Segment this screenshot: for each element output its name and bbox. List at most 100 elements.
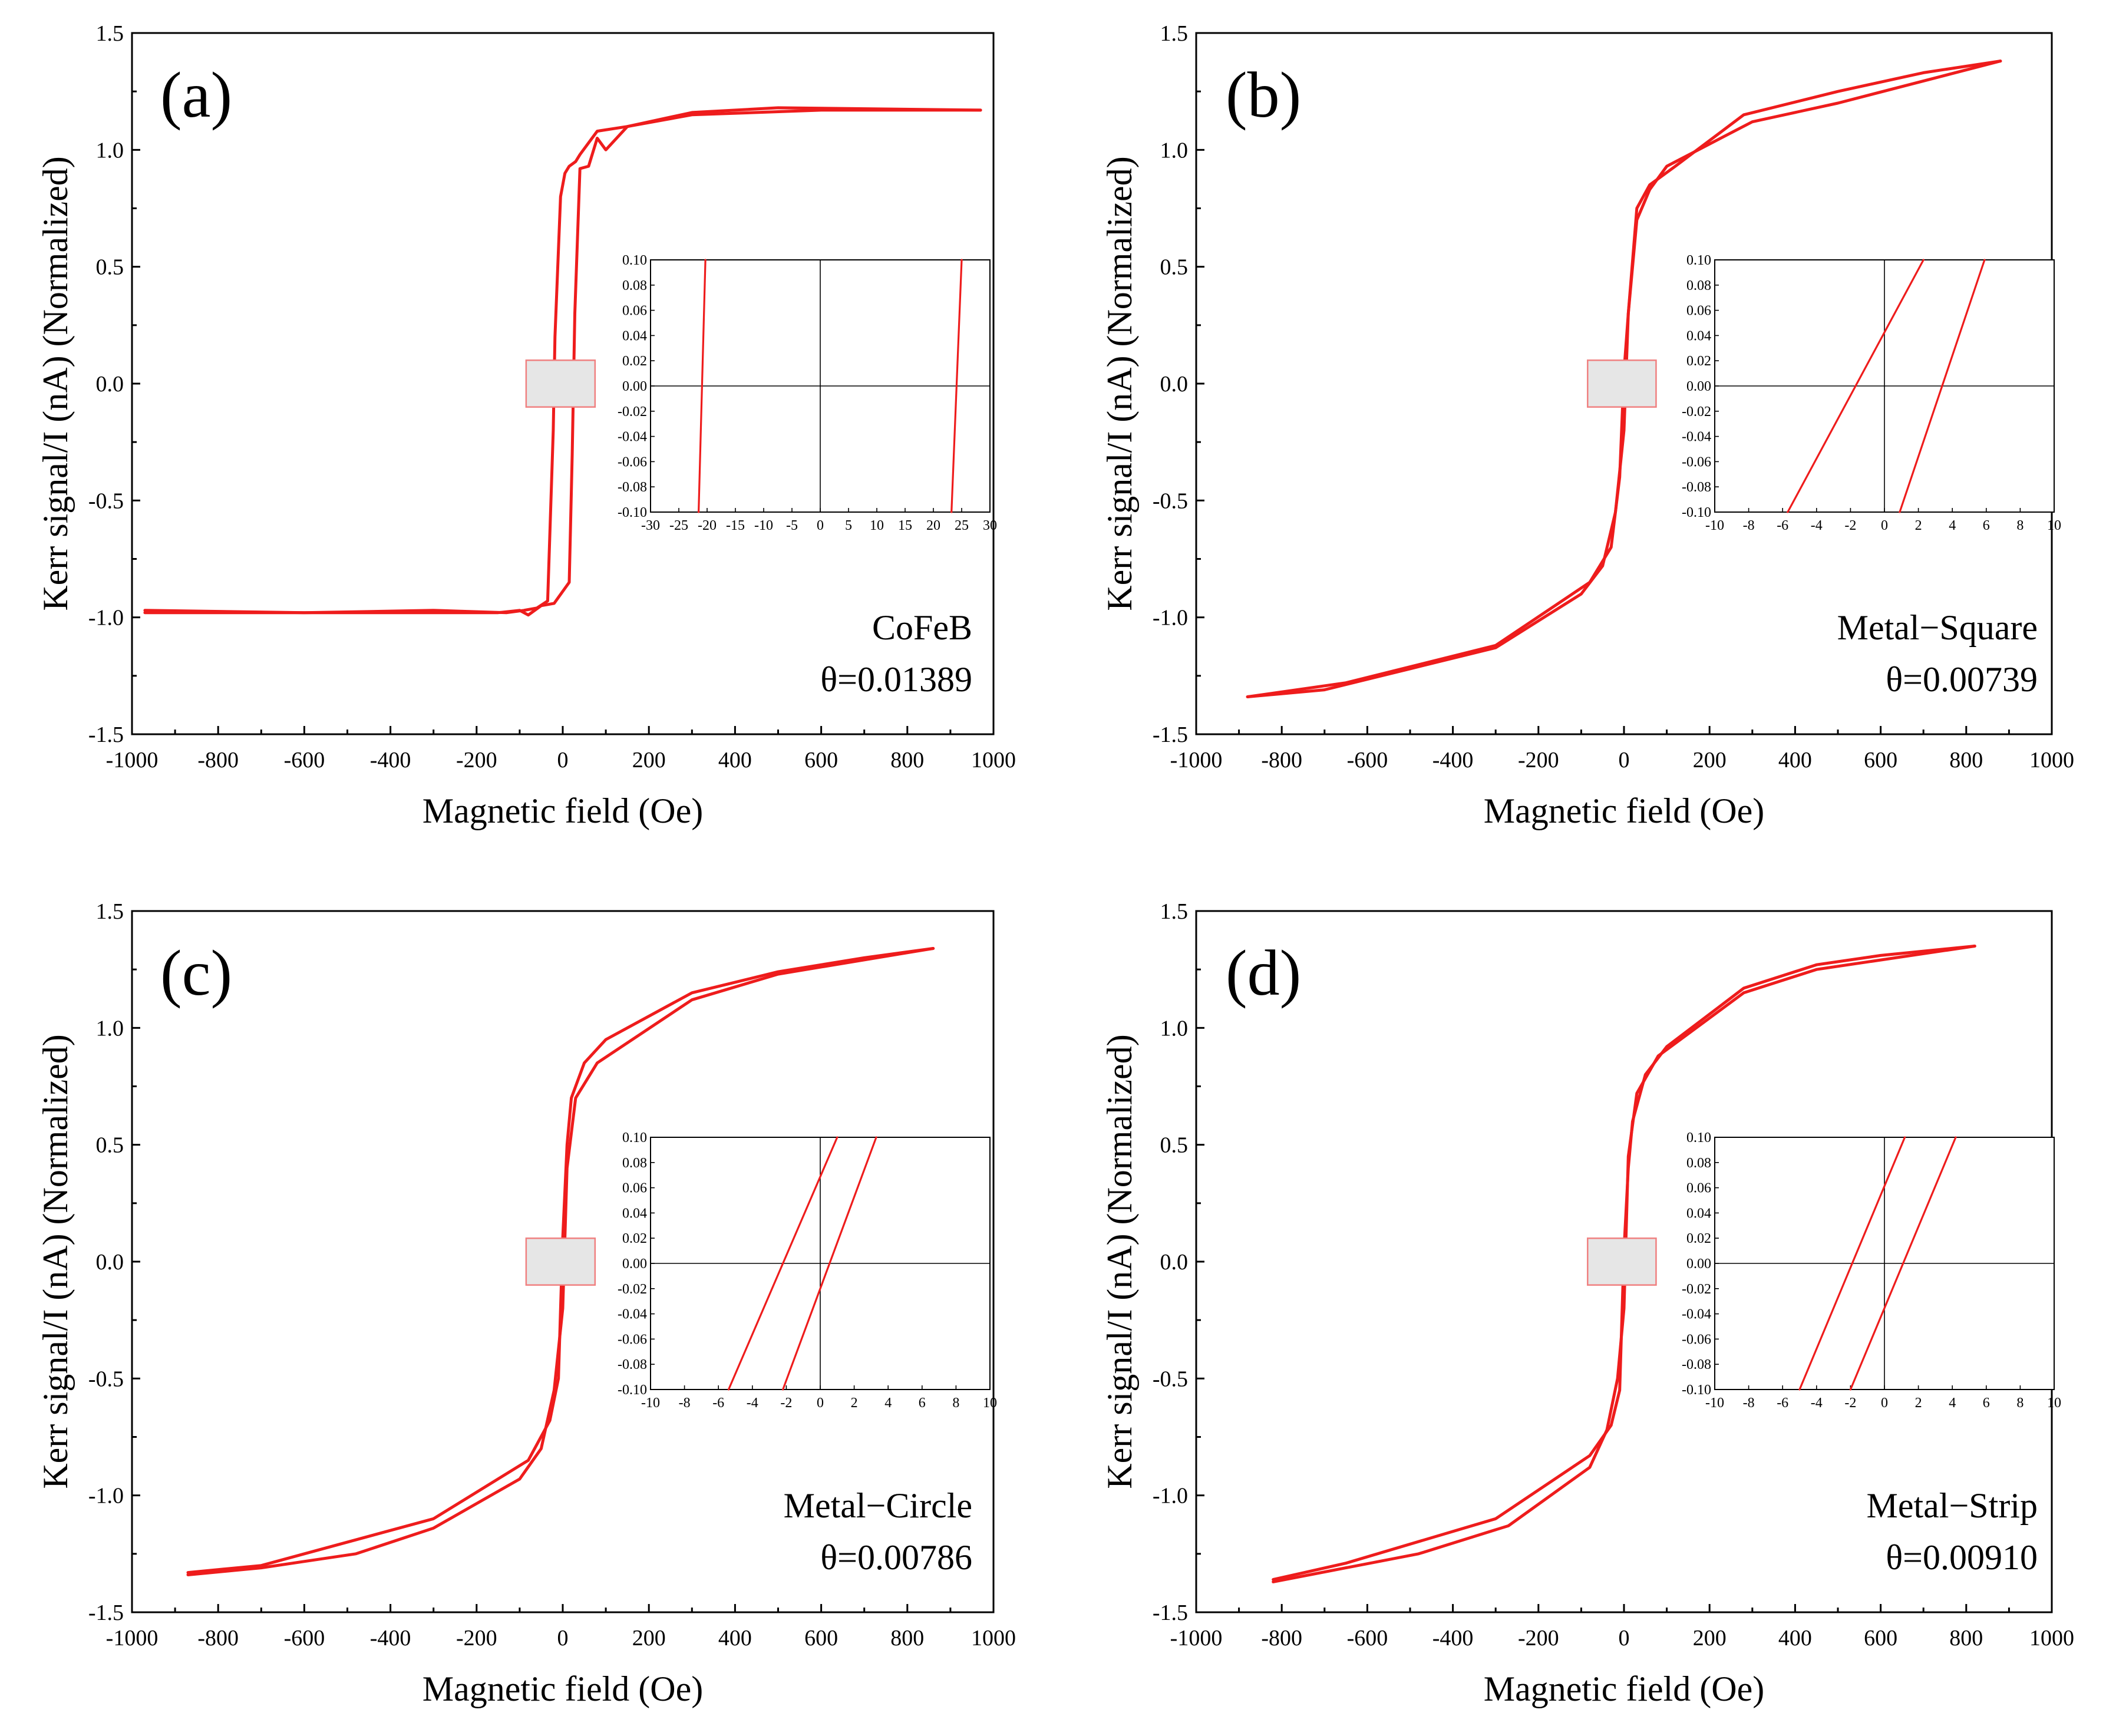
x-tick-label: 600	[804, 748, 838, 773]
y-tick-label: -1.0	[88, 606, 124, 631]
x-tick-label: 1000	[971, 748, 1016, 773]
inset-branch-line	[1899, 259, 1986, 513]
x-tick-label: -800	[1261, 748, 1302, 773]
y-tick-label: -1.0	[88, 1484, 124, 1509]
inset-y-tick-label: 0.06	[622, 1181, 647, 1196]
inset-y-tick-label: 0.06	[1686, 1181, 1711, 1196]
inset-x-tick-label: 25	[955, 518, 969, 533]
y-tick-label: 0.5	[1160, 255, 1189, 280]
inset-x-tick-label: 15	[898, 518, 912, 533]
hysteresis-branch	[186, 947, 935, 1575]
inset-x-tick-label: -20	[698, 518, 717, 533]
inset-x-tick-label: -6	[1777, 1395, 1788, 1411]
x-tick-label: -800	[197, 748, 239, 773]
inset-x-tick-label: -8	[679, 1395, 691, 1411]
x-tick-label: -400	[370, 1626, 411, 1651]
y-tick-label: 1.0	[96, 1016, 124, 1041]
inset-y-tick-label: 0.04	[622, 1206, 647, 1221]
inset-y-tick-label: -0.10	[1682, 1382, 1711, 1398]
y-tick-label: -1.0	[1153, 606, 1188, 631]
y-tick-label: 0.5	[96, 1133, 124, 1158]
x-tick-label: -200	[1518, 748, 1559, 773]
x-tick-label: -600	[284, 748, 325, 773]
sample-name: CoFeB	[872, 608, 972, 647]
inset-y-tick-label: 0.06	[1686, 303, 1711, 319]
inset-y-tick-label: 0.00	[622, 379, 647, 394]
inset-y-tick-label: -0.04	[618, 430, 647, 445]
inset-y-tick-label: -0.06	[1682, 454, 1711, 470]
sample-name: Metal−Square	[1837, 608, 2038, 647]
panel-label: (b)	[1226, 59, 1301, 131]
y-tick-label: 1.5	[1160, 21, 1189, 46]
x-tick-label: 800	[890, 748, 924, 773]
inset-x-tick-label: -10	[641, 1395, 660, 1411]
x-axis-label: Magnetic field (Oe)	[1484, 1669, 1764, 1708]
x-tick-label: -1000	[1170, 748, 1223, 773]
inset-x-tick-label: -15	[726, 518, 745, 533]
inset-x-tick-label: -6	[712, 1395, 724, 1411]
y-tick-label: -1.5	[1153, 1600, 1188, 1625]
theta-value: θ=0.00786	[820, 1538, 972, 1577]
inset-x-tick-label: 0	[817, 1395, 824, 1411]
y-tick-label: -0.5	[88, 489, 124, 513]
inset-x-tick-label: 6	[919, 1395, 926, 1411]
x-tick-label: 1000	[2029, 1626, 2074, 1651]
y-tick-label: 1.0	[1160, 1016, 1189, 1041]
inset-x-tick-label: -10	[1705, 518, 1724, 533]
inset-y-tick-label: 0.08	[622, 1156, 647, 1171]
x-tick-label: 400	[718, 748, 752, 773]
inset-y-tick-label: 0.00	[622, 1256, 647, 1272]
y-tick-label: -0.5	[1153, 1367, 1188, 1391]
y-tick-label: 0.5	[96, 255, 124, 280]
x-tick-label: -200	[456, 1626, 497, 1651]
y-tick-label: 1.5	[96, 21, 124, 46]
x-tick-label: 200	[1693, 1626, 1727, 1651]
x-tick-label: -400	[1432, 1626, 1474, 1651]
x-tick-label: -800	[197, 1626, 239, 1651]
inset-x-tick-label: -6	[1777, 518, 1788, 533]
inset-y-tick-label: -0.08	[618, 1357, 647, 1372]
inset-y-tick-label: 0.10	[1686, 1130, 1711, 1146]
x-tick-label: -200	[1518, 1626, 1559, 1651]
inset-y-tick-label: 0.02	[622, 354, 647, 369]
inset-y-tick-label: 0.10	[622, 1130, 647, 1146]
hysteresis-branch	[1272, 945, 1976, 1583]
inset-x-tick-label: 0	[1881, 1395, 1888, 1411]
inset-y-tick-label: 0.08	[1686, 278, 1711, 293]
inset-branch-line	[1798, 1136, 1906, 1391]
x-tick-label: 800	[1949, 748, 1983, 773]
inset-y-tick-label: -0.06	[1682, 1332, 1711, 1347]
inset-x-tick-label: 6	[1983, 1395, 1990, 1411]
inset-y-tick-label: -0.08	[618, 480, 647, 495]
inset-y-tick-label: 0.10	[1686, 253, 1711, 268]
inset-x-tick-label: -8	[1743, 518, 1755, 533]
y-tick-label: -1.5	[1153, 722, 1188, 747]
inset-x-tick-label: 8	[2016, 518, 2024, 533]
y-axis-label: Kerr signal/I (nA) (Normalized)	[36, 1034, 75, 1489]
inset-y-tick-label: 0.00	[1686, 379, 1711, 394]
inset-y-tick-label: 0.10	[622, 253, 647, 268]
y-tick-label: -0.5	[88, 1367, 124, 1391]
hysteresis-branch	[143, 108, 982, 617]
inset-y-tick-label: 0.04	[1686, 328, 1711, 344]
inset-x-tick-label: -8	[1743, 1395, 1755, 1411]
x-tick-label: 200	[632, 748, 666, 773]
inset-x-tick-label: -30	[641, 518, 660, 533]
x-tick-label: 400	[718, 1626, 752, 1651]
x-tick-label: 800	[890, 1626, 924, 1651]
y-axis-label: Kerr signal/I (nA) (Normalized)	[1100, 1034, 1139, 1489]
inset-y-tick-label: -0.10	[618, 505, 647, 520]
inset-y-tick-label: -0.04	[1682, 1307, 1711, 1322]
inset-y-tick-label: 0.00	[1686, 1256, 1711, 1272]
inset-y-tick-label: -0.06	[618, 454, 647, 470]
inset-y-tick-label: -0.10	[618, 1382, 647, 1398]
panel-label: (d)	[1226, 937, 1301, 1009]
y-tick-label: 1.0	[1160, 138, 1189, 163]
inset-x-tick-label: -4	[1811, 518, 1823, 533]
inset-x-tick-label: -10	[1705, 1395, 1724, 1411]
inset-y-tick-label: 0.02	[1686, 354, 1711, 369]
y-tick-label: 0.5	[1160, 1133, 1189, 1158]
inset-plot: -10 -8 -6 -4 -2 0 2 4 6 8 10 -0.10 -0.08 -0.06 -0.04 -0…	[618, 1130, 997, 1411]
inset-x-tick-label: 8	[952, 1395, 959, 1411]
